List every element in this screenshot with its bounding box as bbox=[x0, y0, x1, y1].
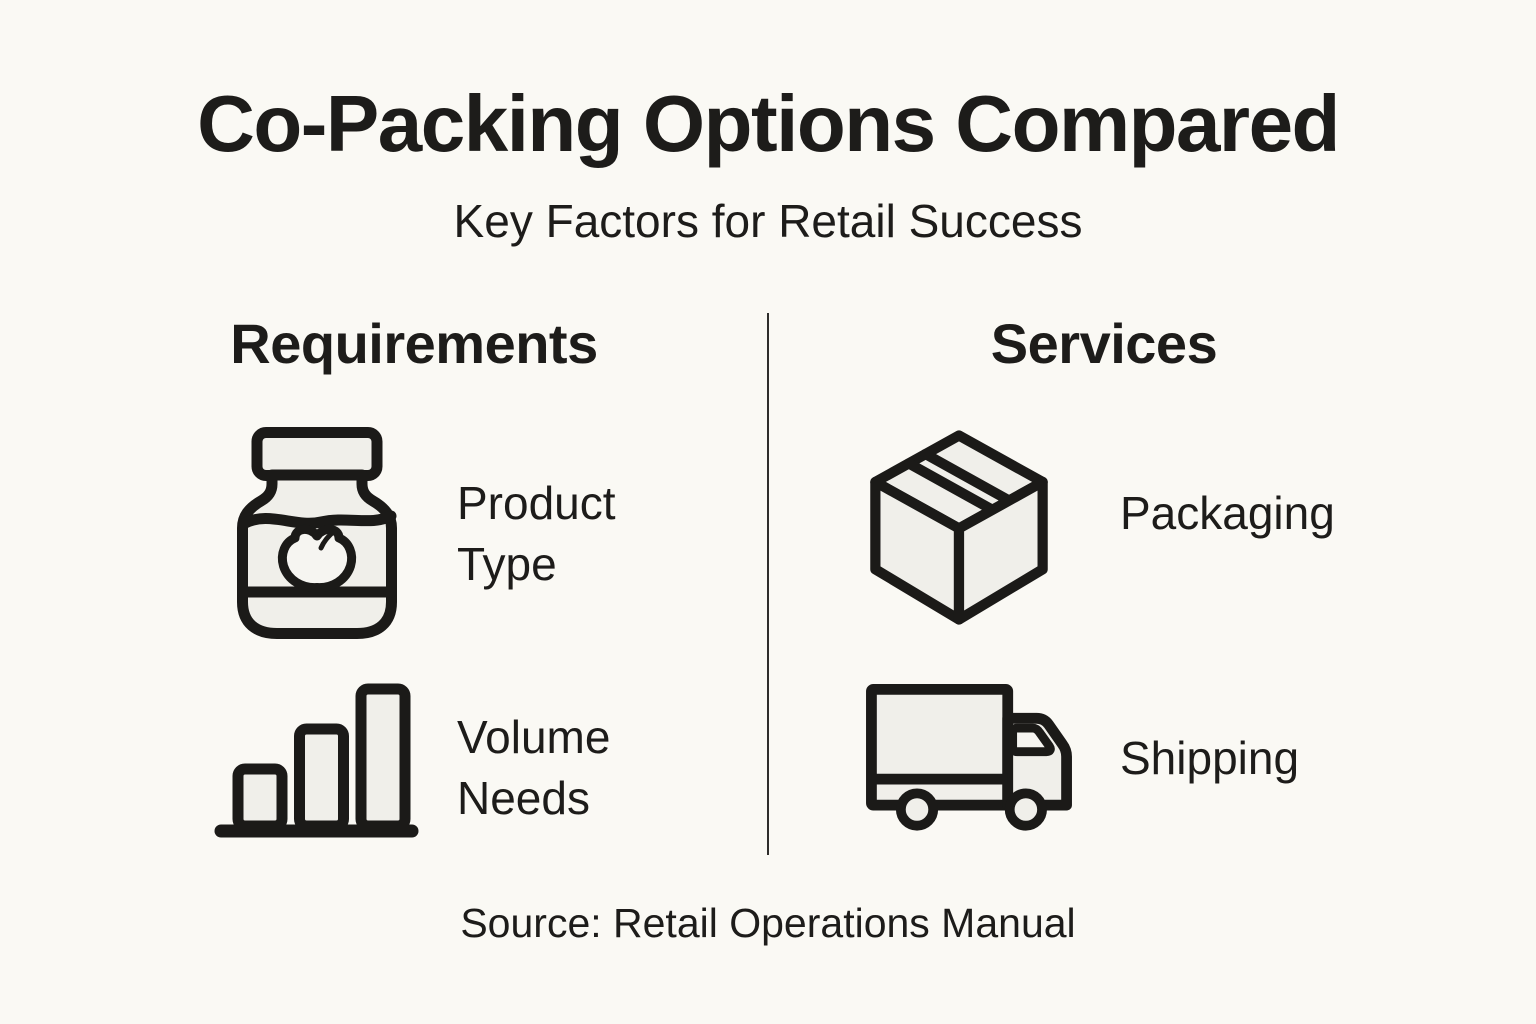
jar-icon bbox=[237, 427, 397, 639]
item-label-volume-needs: Volume Needs bbox=[457, 711, 611, 824]
item-label-packaging: Packaging bbox=[1120, 487, 1335, 539]
page-subtitle: Key Factors for Retail Success bbox=[453, 195, 1083, 247]
source-attribution: Source: Retail Operations Manual bbox=[460, 900, 1076, 946]
column-header-requirements: Requirements bbox=[230, 312, 598, 375]
truck-icon bbox=[866, 684, 1072, 836]
item-label-shipping: Shipping bbox=[1120, 732, 1300, 784]
column-header-services: Services bbox=[990, 312, 1218, 375]
column-divider bbox=[767, 313, 769, 855]
box-icon bbox=[866, 429, 1052, 626]
item-label-product-type: Product Type bbox=[457, 477, 616, 590]
page-title: Co-Packing Options Compared bbox=[197, 79, 1340, 168]
bar-chart-icon bbox=[214, 680, 419, 838]
